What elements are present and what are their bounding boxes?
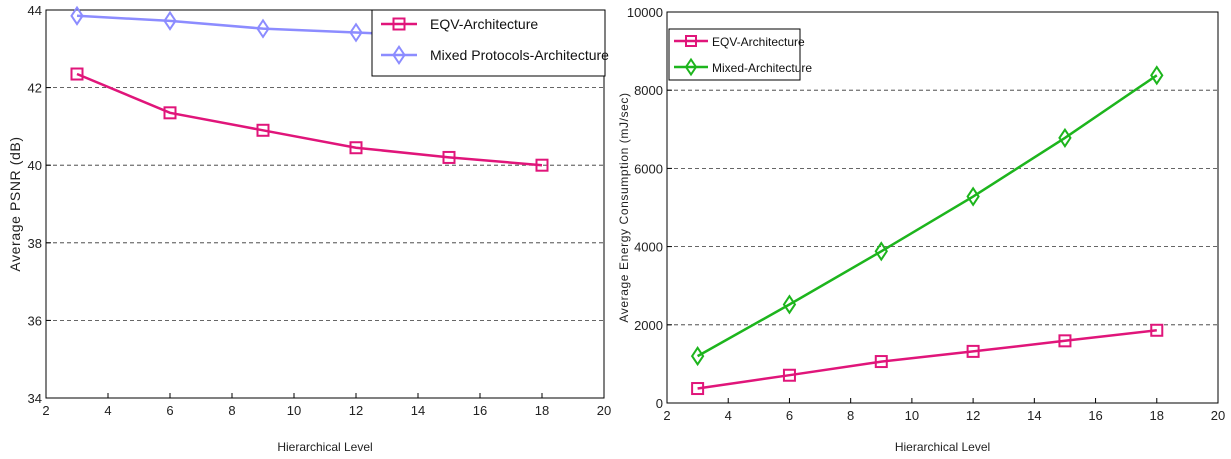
energy-series-mixed-architecture-point: [1150, 65, 1164, 86]
energy-x-tick-label: 16: [1088, 408, 1102, 423]
psnr-x-tick-label: 6: [166, 403, 173, 418]
energy-series-eqv-architecture-point: [874, 355, 888, 369]
psnr-series-eqv-architecture-point: [70, 67, 84, 81]
energy-y-tick-label: 8000: [634, 83, 663, 98]
psnr-series-mixed-protocols-architecture-point: [256, 18, 270, 39]
energy-x-tick-label: 20: [1211, 408, 1225, 423]
psnr-y-tick-label: 38: [28, 236, 42, 251]
psnr-x-tick-label: 10: [287, 403, 301, 418]
energy-chart: 2 4 6 8 10 12 14 16 18 20 0 2000 4000 6000 8000 10000 Hi…: [617, 5, 1225, 454]
psnr-series-mixed-protocols-architecture-point: [349, 22, 363, 43]
psnr-x-tick-label: 12: [349, 403, 363, 418]
energy-x-tick-label: 12: [966, 408, 980, 423]
energy-x-tick-label: 6: [786, 408, 793, 423]
energy-x-axis-title: Hierarchical Level: [895, 440, 990, 454]
psnr-chart: 2 4 6 8 10 12 14 16 18 20 34 36 38 40 42 44 Hierarchical…: [7, 3, 611, 454]
energy-legend-box: [668, 28, 801, 81]
energy-series-eqv-architecture-point: [1058, 334, 1072, 348]
energy-series-eqv-architecture-point: [966, 344, 980, 358]
psnr-plot-frame: [45, 9, 605, 399]
energy-series-mixed-architecture-point: [966, 186, 980, 207]
psnr-y-tick-label: 44: [28, 3, 42, 18]
energy-series-eqv-architecture-point: [691, 382, 705, 396]
energy-series-mixed-architecture-point: [782, 294, 797, 315]
psnr-x-tick-label: 18: [535, 403, 549, 418]
psnr-series-mixed-protocols-architecture-point: [163, 10, 177, 31]
psnr-series-mixed-protocols-architecture-point: [70, 5, 84, 26]
energy-legend: EQV-Architecture Mixed-Architecture: [668, 28, 812, 81]
energy-x-tick-label: 8: [847, 408, 854, 423]
psnr-legend-label: EQV-Architecture: [430, 16, 538, 32]
energy-series-mixed-architecture: [690, 65, 1164, 367]
psnr-x-tick-label: 2: [42, 403, 49, 418]
energy-series-mixed-architecture-line: [696, 74, 1158, 358]
energy-x-tick-label: 14: [1027, 408, 1041, 423]
energy-legend-label: EQV-Architecture: [712, 35, 805, 49]
energy-legend-marker: [685, 35, 697, 47]
energy-legend-label: Mixed-Architecture: [712, 61, 812, 75]
psnr-series-eqv-architecture-point: [442, 150, 456, 164]
energy-series-eqv-architecture-line: [697, 329, 1157, 390]
energy-y-axis-title: Average Energy Consumption (mJ/sec): [617, 92, 631, 322]
psnr-legend-label: Mixed Protocols-Architecture: [430, 47, 609, 63]
psnr-x-tick-label: 4: [104, 403, 111, 418]
psnr-x-tick-label: 16: [473, 403, 487, 418]
energy-legend-marker: [684, 57, 698, 77]
energy-series-mixed-architecture-point: [874, 241, 888, 262]
psnr-series-eqv-architecture-point: [163, 106, 177, 120]
psnr-y-axis-title: Average PSNR (dB): [7, 136, 23, 271]
energy-y-tick-label: 4000: [634, 240, 663, 255]
energy-x-tick-label: 2: [663, 408, 670, 423]
psnr-series-eqv-architecture-line: [76, 72, 543, 167]
energy-series-eqv-architecture-point: [1150, 323, 1164, 337]
energy-y-tick-label: 10000: [627, 5, 663, 20]
psnr-legend-marker: [392, 17, 406, 31]
psnr-y-tick-label: 42: [28, 81, 42, 96]
psnr-legend-marker: [392, 44, 406, 66]
psnr-series-eqv-architecture-point: [535, 158, 549, 172]
energy-y-tick-label: 2000: [634, 318, 663, 333]
psnr-legend: EQV-Architecture Mixed Protocols-Architec…: [371, 9, 609, 77]
energy-x-tick-label: 18: [1150, 408, 1164, 423]
energy-series-eqv-architecture: [691, 323, 1164, 396]
psnr-series-eqv-architecture-point: [256, 123, 270, 137]
psnr-x-tick-label: 20: [597, 403, 611, 418]
psnr-y-tick-label: 40: [28, 158, 42, 173]
energy-x-tick-label: 10: [905, 408, 919, 423]
energy-y-tick-label: 6000: [634, 161, 663, 176]
energy-x-tick-label: 4: [725, 408, 732, 423]
psnr-y-tick-label: 36: [28, 313, 42, 328]
energy-series-mixed-architecture-point: [690, 346, 705, 367]
energy-plot-frame: [666, 11, 1219, 404]
psnr-x-tick-label: 14: [411, 403, 425, 418]
energy-series-eqv-architecture-point: [782, 368, 796, 382]
psnr-legend-box: [371, 9, 606, 77]
energy-y-tick-label: 0: [656, 396, 663, 411]
psnr-y-tick-label: 34: [28, 391, 42, 406]
psnr-series-eqv-architecture-point: [349, 141, 363, 155]
psnr-x-tick-label: 8: [228, 403, 235, 418]
psnr-series-eqv-architecture: [70, 67, 549, 172]
psnr-x-axis-title: Hierarchical Level: [277, 440, 372, 454]
energy-series-mixed-architecture-point: [1058, 127, 1072, 148]
